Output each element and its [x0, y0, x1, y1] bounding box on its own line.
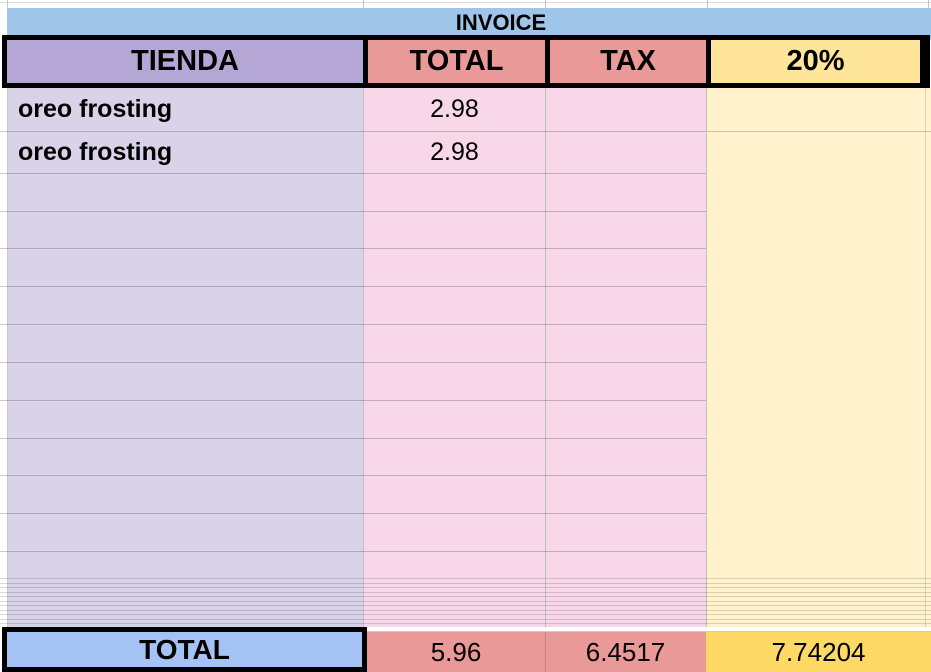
- gridline: [0, 2, 931, 3]
- gridline: [707, 0, 708, 8]
- gridline: [0, 400, 706, 401]
- gridline: [0, 618, 931, 620]
- gridline: [0, 596, 931, 597]
- cell-tienda-item[interactable]: oreo frosting: [18, 138, 173, 166]
- gridline: [367, 631, 931, 632]
- invoice-title-cell[interactable]: INVOICE: [7, 8, 931, 40]
- gridline: [0, 614, 931, 615]
- gridline: [0, 438, 706, 439]
- gridline: [363, 88, 364, 627]
- gridline: [545, 632, 546, 672]
- gridline: [0, 248, 706, 249]
- tax-column-cells[interactable]: [546, 88, 706, 627]
- footer-total-label-cell[interactable]: TOTAL: [2, 627, 367, 672]
- gridline: [0, 600, 931, 602]
- gridline: [928, 0, 929, 8]
- cell-tienda-item[interactable]: oreo frosting: [18, 95, 173, 123]
- gridline: [707, 131, 931, 132]
- footer-total-value-cell[interactable]: 5.96: [367, 632, 545, 672]
- gridline: [0, 131, 706, 132]
- gridline: [0, 475, 706, 476]
- gridline: [0, 286, 706, 287]
- total-column-cells[interactable]: [364, 88, 545, 627]
- gridline: [0, 578, 931, 579]
- gridline: [0, 513, 706, 514]
- cell-total-value[interactable]: 2.98: [430, 95, 479, 123]
- gridline: [0, 591, 931, 593]
- gridline: [925, 88, 926, 627]
- gridline: [0, 623, 931, 624]
- gridline: [0, 609, 931, 611]
- gridline: [706, 88, 707, 627]
- column-header-tax[interactable]: TAX: [550, 40, 706, 83]
- cell-total-value[interactable]: 2.98: [430, 138, 479, 166]
- gridline: [0, 582, 931, 584]
- gridline: [545, 0, 546, 8]
- column-header-tienda[interactable]: TIENDA: [7, 40, 363, 83]
- gridline: [545, 88, 546, 627]
- gridline: [0, 605, 931, 606]
- gridline: [7, 0, 8, 627]
- gridline: [0, 324, 706, 325]
- gridline: [363, 0, 364, 8]
- pct-column-merged-cell[interactable]: [707, 88, 931, 627]
- gridline: [0, 211, 706, 212]
- gridline: [0, 587, 931, 588]
- column-header-pct[interactable]: 20%: [711, 40, 920, 83]
- footer-tax-value-cell[interactable]: 6.4517: [545, 632, 706, 672]
- gridline: [0, 362, 706, 363]
- gridline: [0, 173, 706, 174]
- tienda-column-cells[interactable]: [8, 88, 363, 627]
- footer-total-label: TOTAL: [139, 634, 230, 665]
- column-header-total[interactable]: TOTAL: [368, 40, 545, 83]
- invoice-title: INVOICE: [455, 10, 547, 35]
- footer-pct-value-cell[interactable]: 7.74204: [706, 632, 931, 672]
- gridline: [0, 551, 706, 552]
